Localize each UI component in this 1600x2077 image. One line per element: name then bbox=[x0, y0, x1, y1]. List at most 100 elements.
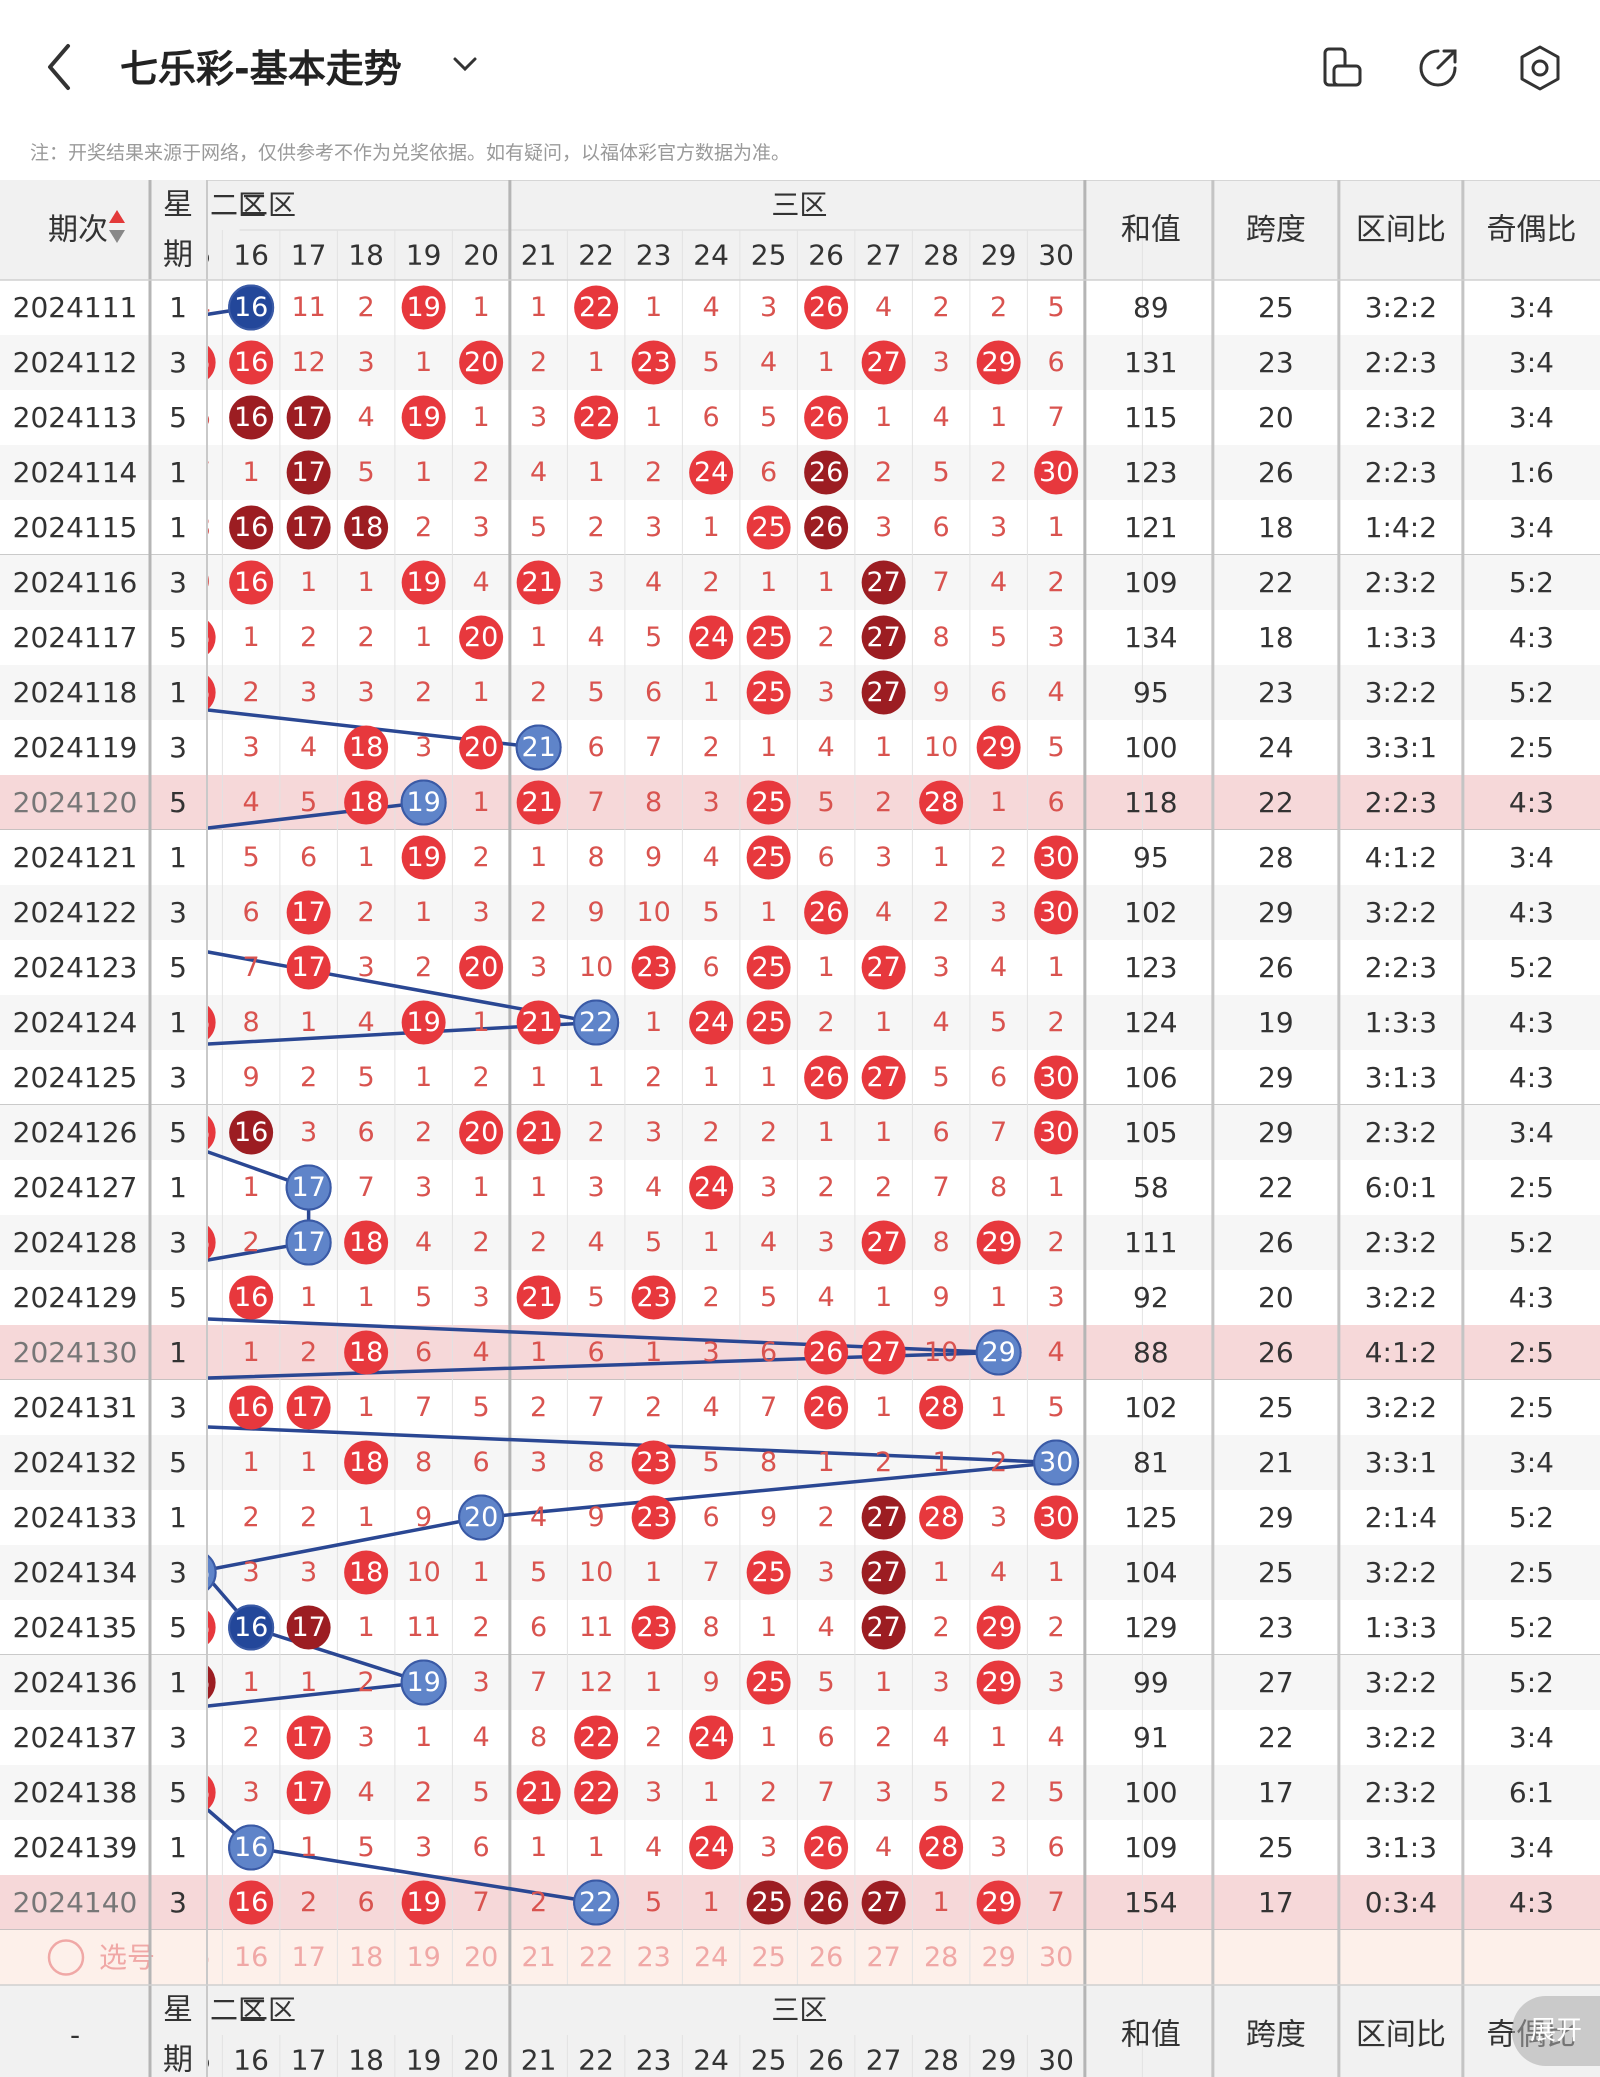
select-number-21[interactable]: 21 bbox=[521, 1942, 555, 1973]
omission-number: 10 bbox=[406, 1557, 440, 1588]
header-sum[interactable]: 和值 bbox=[1121, 213, 1181, 248]
period-cell[interactable]: 2024120 bbox=[13, 786, 138, 819]
select-number-30[interactable]: 30 bbox=[1039, 1942, 1073, 1973]
weekday-cell: 1 bbox=[169, 291, 187, 324]
period-cell[interactable]: 2024128 bbox=[13, 1226, 138, 1259]
page-title[interactable]: 七乐彩-基本走势 bbox=[120, 47, 402, 91]
select-number-27[interactable]: 27 bbox=[866, 1942, 900, 1973]
select-number-29[interactable]: 29 bbox=[981, 1942, 1015, 1973]
period-cell[interactable]: 2024119 bbox=[13, 731, 138, 764]
select-number-22[interactable]: 22 bbox=[579, 1942, 613, 1973]
omission-number: 9 bbox=[243, 1062, 260, 1093]
select-label[interactable]: 选号 bbox=[99, 1941, 155, 1974]
period-cell[interactable]: 2024127 bbox=[13, 1171, 138, 1204]
period-cell[interactable]: 2024139 bbox=[13, 1831, 138, 1864]
omission-number: 1 bbox=[818, 347, 835, 378]
stat-sum: 89 bbox=[1133, 291, 1169, 324]
expand-button[interactable]: 展开 bbox=[1512, 1996, 1600, 2066]
period-cell[interactable]: 2024138 bbox=[13, 1776, 138, 1809]
period-cell[interactable]: 2024116 bbox=[13, 566, 138, 599]
period-cell[interactable]: 2024133 bbox=[13, 1501, 138, 1534]
sort-asc-icon[interactable] bbox=[109, 210, 125, 223]
period-cell[interactable]: 2024112 bbox=[13, 346, 138, 379]
period-cell[interactable]: 2024136 bbox=[13, 1666, 138, 1699]
left-row-bg bbox=[0, 1545, 208, 1600]
select-number-19[interactable]: 19 bbox=[406, 1942, 440, 1973]
header-ratio[interactable]: 区间比 bbox=[1356, 2018, 1446, 2053]
repeat-ball bbox=[861, 615, 906, 660]
period-cell[interactable]: 2024134 bbox=[13, 1556, 138, 1589]
select-number-17[interactable]: 17 bbox=[291, 1942, 325, 1973]
period-cell[interactable]: 2024118 bbox=[13, 676, 138, 709]
period-cell[interactable]: 2024137 bbox=[13, 1721, 138, 1754]
red-ball bbox=[804, 285, 849, 330]
stat-sum: 104 bbox=[1124, 1556, 1177, 1589]
select-number-20[interactable]: 20 bbox=[464, 1942, 498, 1973]
header-period[interactable]: 期次 bbox=[48, 213, 108, 248]
select-number-18[interactable]: 18 bbox=[349, 1942, 383, 1973]
omission-number: 1 bbox=[588, 1062, 605, 1093]
omission-number: 3 bbox=[473, 512, 490, 543]
omission-number: 1 bbox=[415, 1062, 432, 1093]
header-sum[interactable]: 和值 bbox=[1121, 2018, 1181, 2053]
omission-number: 4 bbox=[760, 1227, 777, 1258]
period-cell[interactable]: 2024131 bbox=[13, 1391, 138, 1424]
omission-number: 1 bbox=[358, 1612, 375, 1643]
column-header-18: 18 bbox=[348, 2044, 384, 2077]
ball-number: 24 bbox=[694, 1172, 728, 1203]
omission-number: 3 bbox=[358, 677, 375, 708]
repeat-ball bbox=[286, 505, 331, 550]
chevron-down-icon[interactable] bbox=[452, 56, 478, 74]
select-number-26[interactable]: 26 bbox=[809, 1942, 843, 1973]
settings-icon[interactable] bbox=[1518, 44, 1562, 92]
period-cell[interactable]: 2024125 bbox=[13, 1061, 138, 1094]
red-ball bbox=[401, 395, 446, 440]
stat-span: 22 bbox=[1258, 1171, 1294, 1204]
red-ball bbox=[861, 1055, 906, 1100]
period-cell[interactable]: 2024121 bbox=[13, 841, 138, 874]
select-number-23[interactable]: 23 bbox=[636, 1942, 670, 1973]
period-cell[interactable]: 2024130 bbox=[13, 1336, 138, 1369]
ball-number: 27 bbox=[866, 677, 900, 708]
select-radio-icon[interactable] bbox=[47, 1939, 85, 1976]
table-row-bg bbox=[0, 1765, 1600, 1820]
omission-number: 1 bbox=[1048, 512, 1065, 543]
omission-number: 7 bbox=[473, 1887, 490, 1918]
period-cell[interactable]: 2024122 bbox=[13, 896, 138, 929]
header-oddeven[interactable]: 奇偶比 bbox=[1486, 213, 1576, 248]
period-cell[interactable]: 2024132 bbox=[13, 1446, 138, 1479]
stat-oddeven: 2:5 bbox=[1509, 1336, 1554, 1369]
select-number-25[interactable]: 25 bbox=[751, 1942, 785, 1973]
omission-number: 9 bbox=[703, 1667, 720, 1698]
period-cell[interactable]: 2024115 bbox=[13, 511, 138, 544]
select-number-24[interactable]: 24 bbox=[694, 1942, 728, 1973]
sort-desc-icon[interactable] bbox=[109, 230, 125, 243]
select-number-16[interactable]: 16 bbox=[234, 1942, 268, 1973]
period-cell[interactable]: 2024123 bbox=[13, 951, 138, 984]
header-ratio[interactable]: 区间比 bbox=[1356, 213, 1446, 248]
omission-number: 3 bbox=[760, 292, 777, 323]
period-cell[interactable]: 2024117 bbox=[13, 621, 138, 654]
share-icon[interactable] bbox=[1416, 46, 1460, 90]
omission-number: 8 bbox=[415, 1447, 432, 1478]
stat-oddeven: 2:5 bbox=[1509, 731, 1554, 764]
period-cell[interactable]: 2024114 bbox=[13, 456, 138, 489]
back-arrow-icon[interactable] bbox=[44, 42, 74, 92]
period-cell[interactable]: 2024140 bbox=[13, 1886, 138, 1919]
phone-rotate-icon[interactable] bbox=[1320, 46, 1364, 90]
omission-number: 3 bbox=[358, 1722, 375, 1753]
period-cell[interactable]: 2024129 bbox=[13, 1281, 138, 1314]
column-header-26: 26 bbox=[808, 239, 844, 272]
red-ball bbox=[459, 615, 504, 660]
period-cell[interactable]: 2024113 bbox=[13, 401, 138, 434]
period-cell[interactable]: 2024111 bbox=[13, 291, 138, 324]
header-span[interactable]: 跨度 bbox=[1246, 213, 1306, 248]
period-cell[interactable]: 2024126 bbox=[13, 1116, 138, 1149]
omission-number: 2 bbox=[415, 512, 432, 543]
footer-weekday-1: 星 bbox=[163, 1993, 193, 2028]
select-number-28[interactable]: 28 bbox=[924, 1942, 958, 1973]
period-cell[interactable]: 2024124 bbox=[13, 1006, 138, 1039]
header-span[interactable]: 跨度 bbox=[1246, 2018, 1306, 2053]
period-cell[interactable]: 2024135 bbox=[13, 1611, 138, 1644]
omission-number: 1 bbox=[530, 1832, 547, 1863]
